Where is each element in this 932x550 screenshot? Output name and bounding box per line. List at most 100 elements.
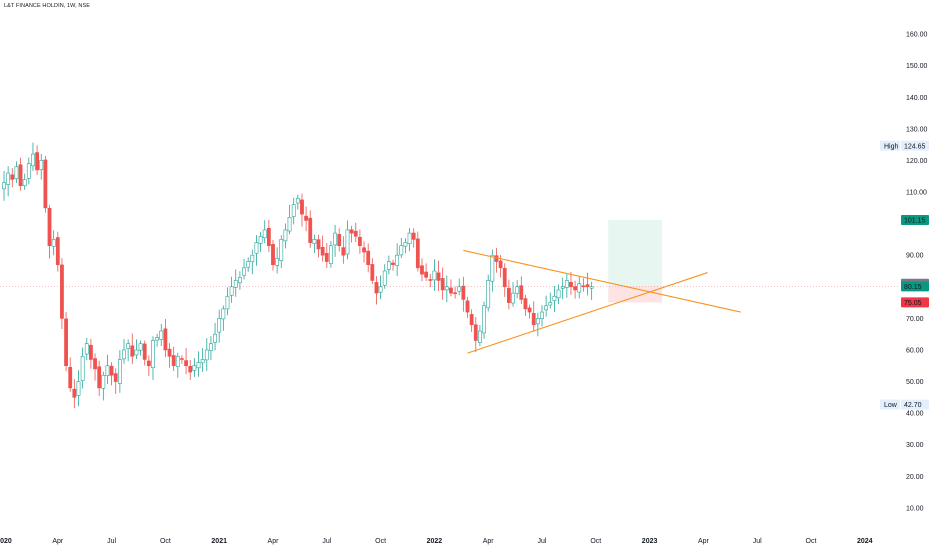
candle-body — [395, 254, 400, 266]
candle-body — [291, 204, 296, 217]
candle-body — [511, 292, 515, 304]
y-tick-label: 150.00 — [906, 63, 928, 70]
candle-body — [316, 239, 321, 250]
candle-body — [217, 318, 222, 333]
candle-body — [192, 365, 197, 371]
candle-body — [585, 284, 590, 288]
candle — [341, 236, 346, 264]
x-tick-label: 2020 — [0, 538, 12, 545]
candle — [151, 336, 155, 380]
candle-body — [134, 349, 139, 356]
price-label-bg — [901, 297, 929, 308]
candle — [490, 249, 495, 292]
candle — [581, 278, 586, 292]
candle-body — [138, 343, 143, 351]
y-tick-label: 120.00 — [906, 158, 928, 165]
candle-body — [415, 238, 420, 269]
price-label-tag-bg — [880, 140, 900, 151]
candle-body — [506, 287, 511, 303]
candle-body — [378, 286, 383, 293]
candle — [2, 170, 6, 201]
candle — [573, 280, 578, 299]
candle — [134, 339, 139, 360]
candle — [155, 333, 160, 347]
candle — [146, 355, 151, 376]
candle — [126, 339, 131, 362]
candle — [366, 243, 371, 273]
candle — [482, 301, 486, 339]
candle — [432, 259, 437, 291]
candle — [515, 280, 520, 299]
candle — [113, 368, 118, 394]
candle-body — [527, 307, 532, 313]
candle-body — [271, 244, 275, 265]
candle-body — [320, 246, 325, 256]
stop-zone — [608, 286, 663, 303]
candle-body — [478, 330, 482, 343]
candle — [428, 273, 433, 288]
candle — [424, 263, 429, 281]
candle-body — [279, 239, 284, 261]
candle-body — [502, 267, 507, 288]
candle-body — [548, 302, 553, 306]
candle-body — [55, 237, 60, 265]
candle — [101, 371, 106, 401]
candle — [14, 161, 19, 184]
candle-body — [581, 285, 586, 288]
candle — [444, 275, 449, 303]
candle — [386, 255, 391, 275]
candle-body — [254, 242, 259, 254]
candle-body — [589, 286, 594, 289]
candle — [544, 295, 549, 317]
x-tick-label: Apr — [698, 538, 710, 545]
candle — [180, 355, 184, 364]
price-label: Low 42.70 — [880, 399, 929, 410]
candle-body — [465, 300, 470, 313]
candle — [316, 234, 321, 258]
candle-body — [163, 328, 168, 351]
candle-body — [31, 153, 35, 167]
y-tick-label: 70.00 — [906, 316, 924, 323]
price-label: 75.05 — [901, 297, 929, 308]
candle — [250, 249, 255, 274]
candle-body — [76, 381, 81, 396]
price-label-value: 124.65 — [904, 143, 926, 150]
candle-body — [97, 366, 102, 389]
candle — [295, 194, 300, 210]
candle-body — [564, 280, 569, 288]
price-label: 101.15 — [901, 214, 929, 225]
candle-body — [184, 360, 188, 367]
candle-body — [473, 324, 478, 341]
candle-body — [362, 247, 366, 253]
candle-body — [72, 388, 77, 398]
candle — [333, 224, 337, 257]
candle — [349, 225, 354, 243]
candle-body — [209, 343, 213, 351]
candle-body — [35, 152, 40, 171]
candle-body — [486, 280, 491, 309]
candle-body — [101, 374, 106, 389]
candle — [378, 275, 383, 300]
candle — [560, 277, 565, 300]
candle-body — [428, 279, 433, 281]
candle-body — [519, 285, 524, 300]
candle — [18, 157, 23, 191]
candle — [109, 362, 114, 386]
candle — [287, 204, 292, 235]
candle — [564, 274, 569, 298]
candle — [237, 271, 242, 290]
candle — [353, 222, 358, 243]
candle-body — [175, 355, 180, 367]
candle — [246, 257, 251, 272]
candle — [254, 235, 259, 266]
candle — [548, 292, 553, 309]
x-tick-label: 2023 — [642, 538, 658, 545]
candle — [171, 346, 176, 371]
candle-body — [374, 282, 379, 294]
candle-body — [258, 235, 263, 244]
candle — [308, 210, 313, 248]
candle — [213, 322, 217, 351]
price-label-bg — [901, 214, 929, 225]
